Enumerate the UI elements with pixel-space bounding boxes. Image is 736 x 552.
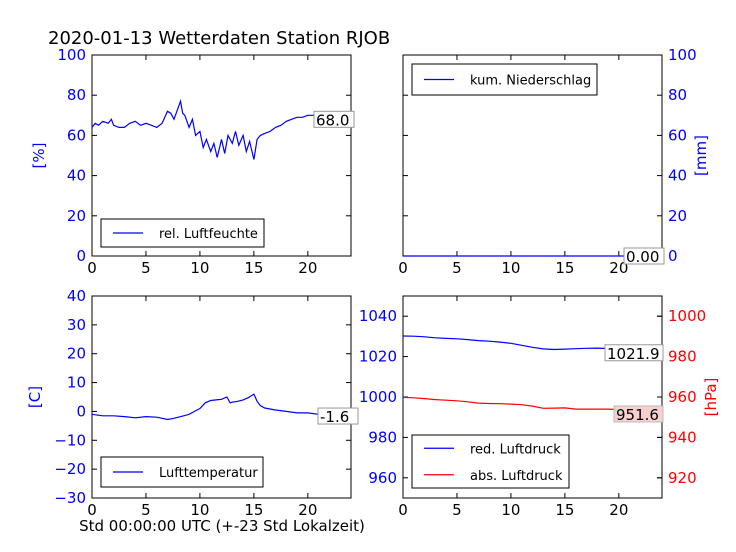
y-tick-label: 20 bbox=[67, 345, 86, 363]
value-annotation: 68.0 bbox=[316, 111, 349, 129]
y-tick-label: 1000 bbox=[359, 388, 397, 406]
value-annotation-box bbox=[604, 344, 664, 362]
x-tick-label: 0 bbox=[87, 259, 97, 277]
x-tick-label: 5 bbox=[452, 259, 462, 277]
y-tick-label: 100 bbox=[57, 46, 86, 64]
y-tick-label-right: 940 bbox=[668, 428, 697, 446]
y-tick-label-right: 1000 bbox=[668, 307, 706, 325]
y-axis-label: [C] bbox=[26, 386, 44, 408]
y-axis-label: [mm] bbox=[692, 135, 710, 176]
x-tick-label: 15 bbox=[244, 259, 263, 277]
series-line bbox=[91, 393, 352, 421]
y-axis-label-right: [hPa] bbox=[702, 378, 720, 417]
value-annotation: 951.6 bbox=[616, 406, 659, 424]
x-tick-label: 20 bbox=[609, 501, 628, 519]
y-tick-label: 0 bbox=[76, 247, 86, 265]
legend-label: abs. Luftdruck bbox=[470, 469, 563, 484]
legend-label: red. Luftdruck bbox=[470, 442, 561, 457]
y-tick-label: 0 bbox=[76, 402, 86, 420]
x-tick-label: 10 bbox=[190, 259, 209, 277]
panel-humidity: 0 5 10 15 20 0 20 40 60 80 100 [%] 68.0 rel. Luftfeuc… bbox=[30, 46, 355, 277]
y-tick-label: 100 bbox=[668, 46, 697, 64]
x-tick-label: 15 bbox=[555, 501, 574, 519]
value-annotation-box bbox=[613, 405, 664, 423]
y-tick-label: 40 bbox=[67, 167, 86, 185]
value-annotation: 1021.9 bbox=[607, 345, 660, 363]
x-tick-label: 10 bbox=[501, 259, 520, 277]
y-tick-label: 1040 bbox=[359, 307, 397, 325]
value-annotation: -1.6 bbox=[320, 408, 349, 426]
y-tick-label: 40 bbox=[67, 287, 86, 305]
y-tick-label: 20 bbox=[67, 207, 86, 225]
y-tick-label: 0 bbox=[668, 247, 678, 265]
y-tick-label: 20 bbox=[668, 207, 687, 225]
y-tick-label: 60 bbox=[668, 126, 687, 144]
x-tick-label: 5 bbox=[141, 259, 151, 277]
x-axis-label: Std 00:00:00 UTC (+-23 Std Lokalzeit) bbox=[79, 517, 365, 535]
y-tick-label: −30 bbox=[54, 489, 86, 507]
y-tick-label: 980 bbox=[368, 428, 397, 446]
y-tick-label: 60 bbox=[67, 126, 86, 144]
value-annotation-box bbox=[317, 407, 359, 425]
y-tick-label: 40 bbox=[668, 167, 687, 185]
x-tick-label: 20 bbox=[298, 259, 317, 277]
x-tick-label: 5 bbox=[141, 501, 151, 519]
legend-box bbox=[411, 434, 570, 489]
x-tick-label: 15 bbox=[244, 501, 263, 519]
legend-label: Lufttemperatur bbox=[159, 466, 258, 481]
x-tick-label: 0 bbox=[87, 501, 97, 519]
legend-label: rel. Luftfeuchte bbox=[159, 227, 258, 242]
y-tick-label-right: 980 bbox=[668, 348, 697, 366]
figure-title: 2020-01-13 Wetterdaten Station RJOB bbox=[48, 28, 390, 49]
y-tick-label: −20 bbox=[54, 460, 86, 478]
value-annotation-box bbox=[313, 110, 355, 128]
y-axis-label: [%] bbox=[30, 143, 48, 169]
y-tick-label-right: 920 bbox=[668, 469, 697, 487]
y-tick-label: 960 bbox=[368, 469, 397, 487]
y-tick-label-right: 960 bbox=[668, 388, 697, 406]
y-tick-label: 80 bbox=[67, 86, 86, 104]
x-tick-label: 20 bbox=[298, 501, 317, 519]
y-tick-label: 80 bbox=[668, 86, 687, 104]
legend-label: kum. Niederschlag bbox=[470, 74, 591, 89]
y-tick-label: −10 bbox=[54, 431, 86, 449]
panel-pressure: 0 5 10 15 20 960 980 1000 1020 1040 920 940 960 980 10… bbox=[359, 295, 720, 519]
series-line bbox=[91, 98, 352, 160]
plot-frame bbox=[91, 295, 352, 499]
x-tick-label: 15 bbox=[555, 259, 574, 277]
panel-temperature: 0 5 10 15 20 −30 −20 −10 0 10 20 30 40 [C] -1.6 Lufttem… bbox=[26, 287, 359, 519]
x-tick-label: 10 bbox=[501, 501, 520, 519]
y-tick-label: 1020 bbox=[359, 348, 397, 366]
x-tick-label: 10 bbox=[190, 501, 209, 519]
x-tick-label: 0 bbox=[398, 259, 408, 277]
plot-frame bbox=[91, 54, 352, 257]
x-tick-label: 0 bbox=[398, 501, 408, 519]
value-annotation-box bbox=[623, 247, 665, 265]
x-tick-label: 5 bbox=[452, 501, 462, 519]
y-tick-label: 30 bbox=[67, 316, 86, 334]
y-tick-label: 10 bbox=[67, 374, 86, 392]
value-annotation: 0.00 bbox=[626, 248, 659, 266]
